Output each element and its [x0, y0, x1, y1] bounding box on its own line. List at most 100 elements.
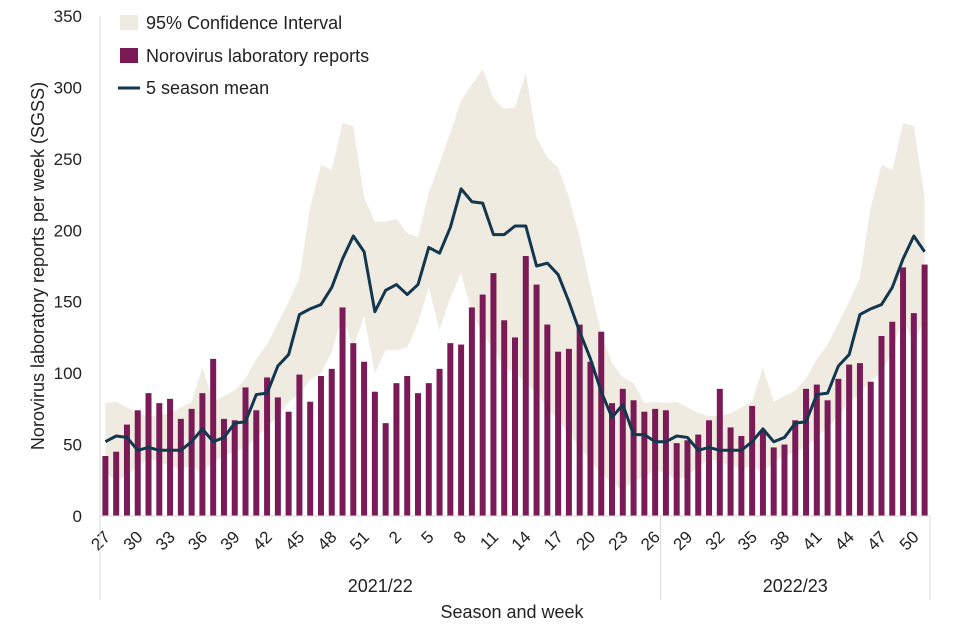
- bar-week-34: [177, 418, 184, 516]
- bar-week-49: [339, 307, 346, 516]
- bar-week-43: [274, 397, 281, 516]
- bar-week-7: [447, 343, 454, 516]
- bar-week-35: [188, 408, 195, 516]
- bar-week-49: [900, 267, 907, 516]
- bar-week-27: [662, 410, 669, 516]
- season-label: 2021/22: [348, 576, 413, 596]
- x-tick-label: 20: [572, 527, 599, 554]
- x-tick-label: 2: [385, 527, 405, 547]
- bars-layer: [102, 256, 928, 516]
- bar-week-10: [479, 294, 486, 516]
- bar-week-21: [598, 331, 605, 516]
- x-tick-label: 11: [476, 527, 502, 553]
- season-label: 2022/23: [763, 576, 828, 596]
- bar-week-25: [641, 411, 648, 516]
- bar-week-29: [684, 440, 691, 516]
- bar-week-20: [587, 361, 594, 516]
- x-axis-title: Season and week: [440, 602, 584, 622]
- x-tick-label: 27: [87, 527, 114, 554]
- bar-week-17: [555, 351, 562, 516]
- y-tick-label: 350: [54, 7, 82, 26]
- bar-week-9: [468, 307, 475, 516]
- y-tick-label: 150: [54, 293, 82, 312]
- bar-week-48: [328, 368, 335, 516]
- bar-week-44: [846, 364, 853, 516]
- bar-week-31: [706, 420, 713, 516]
- bar-week-32: [716, 388, 723, 516]
- bar-week-51: [921, 264, 928, 516]
- bar-week-45: [856, 363, 863, 516]
- bar-week-29: [123, 424, 130, 516]
- legend-label-band: 95% Confidence Interval: [146, 13, 342, 33]
- x-tick-label: 44: [831, 527, 858, 554]
- bar-week-6: [436, 368, 443, 516]
- legend-swatch-band: [120, 15, 138, 30]
- x-tick-label: 32: [702, 527, 729, 554]
- bar-week-39: [792, 420, 799, 516]
- bar-week-31: [145, 393, 152, 516]
- bar-week-52: [371, 391, 378, 516]
- bar-week-24: [630, 400, 637, 516]
- bar-week-36: [759, 430, 766, 516]
- y-tick-label: 50: [63, 436, 82, 455]
- bar-week-15: [533, 284, 540, 516]
- x-tick-label: 30: [120, 527, 147, 554]
- x-tick-label: 41: [799, 527, 826, 554]
- bar-week-12: [501, 320, 508, 516]
- bar-week-1: [382, 423, 389, 516]
- y-tick-label: 0: [73, 507, 82, 526]
- bar-week-36: [199, 393, 206, 516]
- legend: 95% Confidence Interval Norovirus labora…: [118, 13, 369, 98]
- x-tick-label: 8: [450, 527, 470, 547]
- bar-week-19: [576, 324, 583, 516]
- bar-week-8: [458, 344, 465, 516]
- bar-week-13: [512, 337, 518, 516]
- bar-week-3: [404, 376, 411, 516]
- bar-week-26: [652, 408, 659, 516]
- bar-week-47: [317, 376, 324, 516]
- bar-week-50: [910, 313, 917, 516]
- legend-label-line: 5 season mean: [146, 78, 269, 98]
- bar-week-11: [490, 273, 497, 516]
- bar-week-42: [824, 400, 831, 516]
- x-tick-label: 26: [637, 527, 664, 554]
- bar-week-41: [253, 410, 260, 516]
- bar-week-34: [738, 436, 745, 516]
- x-tick-label: 51: [346, 527, 373, 554]
- bar-week-27: [102, 456, 109, 516]
- x-tick-label: 47: [864, 527, 891, 554]
- x-tick-label: 23: [605, 527, 632, 554]
- bar-week-2: [393, 383, 400, 516]
- bar-week-28: [113, 451, 120, 516]
- bar-week-50: [350, 343, 357, 516]
- bar-week-48: [889, 321, 896, 516]
- bar-week-5: [425, 383, 432, 516]
- x-tick-label: 38: [766, 527, 793, 554]
- bar-week-37: [770, 447, 777, 516]
- x-tick-label: 29: [669, 527, 696, 554]
- bar-week-42: [264, 377, 271, 516]
- bar-week-47: [878, 336, 885, 516]
- bar-week-51: [361, 361, 368, 516]
- confidence-interval-band: [105, 68, 925, 491]
- bar-week-35: [749, 406, 756, 516]
- bar-week-45: [296, 374, 303, 516]
- bar-week-23: [619, 388, 626, 516]
- x-tick-label: 14: [508, 527, 535, 554]
- bar-week-33: [727, 427, 734, 516]
- bar-week-43: [835, 378, 842, 516]
- x-tick-label: 5: [417, 527, 437, 547]
- legend-swatch-bars: [120, 48, 138, 63]
- y-axis-title: Norovirus laboratory reports per week (S…: [28, 82, 48, 450]
- bar-week-40: [803, 388, 810, 516]
- bar-week-38: [781, 444, 788, 516]
- x-tick-label: 36: [184, 527, 211, 554]
- bar-week-30: [134, 410, 141, 516]
- x-tick-label: 42: [249, 527, 276, 554]
- x-tick-label: 17: [540, 527, 567, 554]
- y-tick-label: 250: [54, 150, 82, 169]
- bar-week-46: [867, 381, 874, 516]
- five-season-mean-line: [104, 187, 926, 452]
- bar-week-41: [813, 384, 820, 516]
